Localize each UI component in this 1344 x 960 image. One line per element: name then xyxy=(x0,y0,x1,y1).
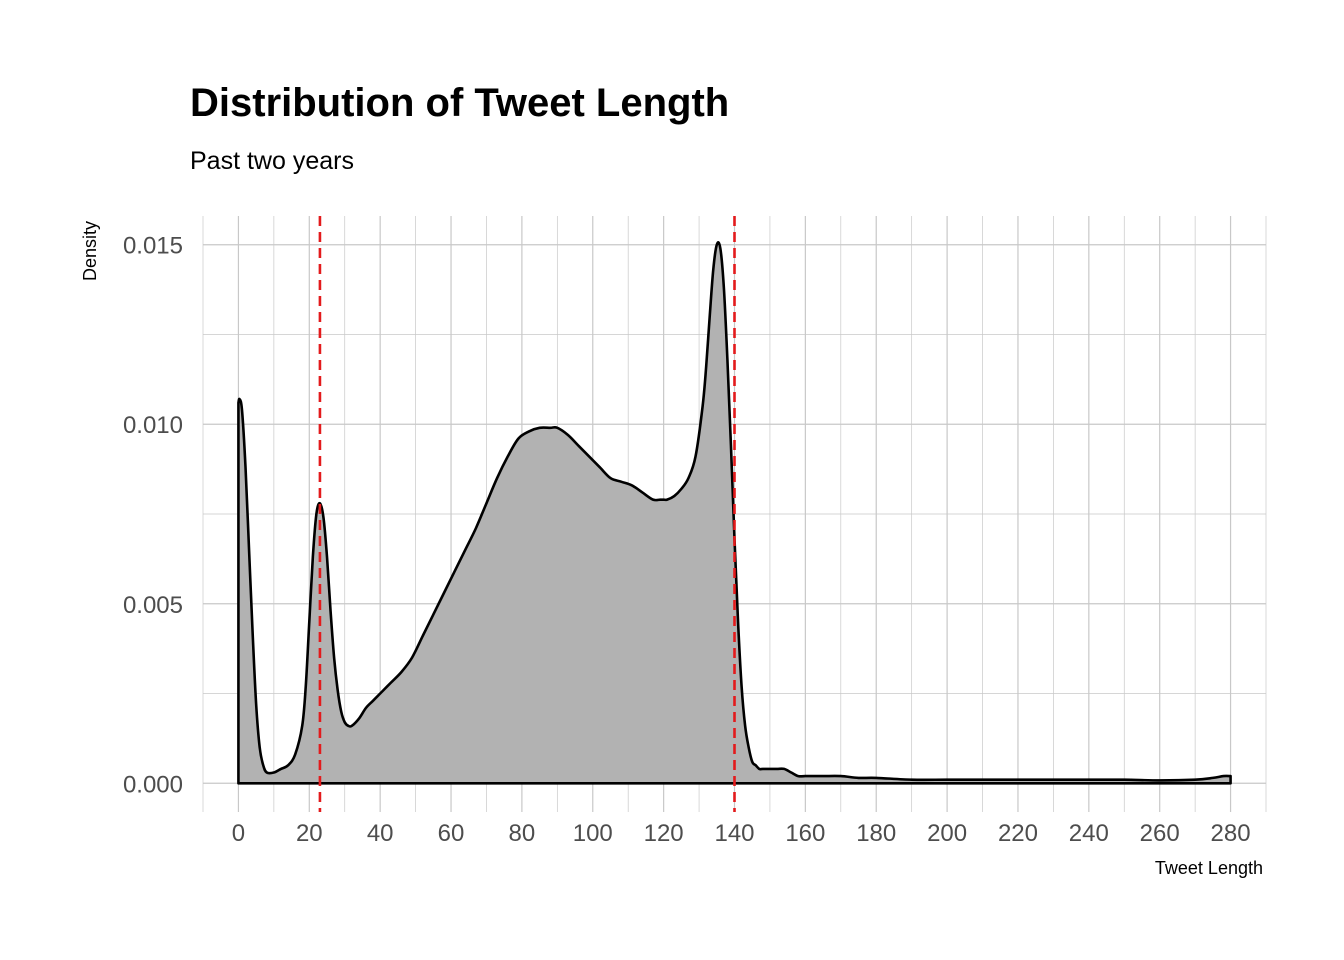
chart-title: Distribution of Tweet Length xyxy=(190,81,729,125)
x-tick-label: 140 xyxy=(714,820,754,847)
x-tick-label: 100 xyxy=(573,820,613,847)
y-tick-label: 0.005 xyxy=(123,592,183,619)
x-tick-label: 40 xyxy=(367,820,394,847)
x-axis-ticks: 0 20 40 60 80 100 120 140 160 180 200 220 240 260 280 xyxy=(232,820,1251,847)
x-tick-label: 220 xyxy=(998,820,1038,847)
x-tick-label: 0 xyxy=(232,820,245,847)
x-tick-label: 20 xyxy=(296,820,323,847)
density-area xyxy=(237,241,1232,785)
x-tick-label: 60 xyxy=(438,820,465,847)
y-tick-label: 0.000 xyxy=(123,771,183,798)
reference-lines xyxy=(318,216,736,812)
x-tick-label: 280 xyxy=(1211,820,1251,847)
y-axis-ticks: 0.000 0.005 0.010 0.015 xyxy=(123,233,183,799)
y-tick-label: 0.015 xyxy=(123,233,183,260)
x-tick-label: 80 xyxy=(509,820,536,847)
chart-subtitle: Past two years xyxy=(190,147,354,175)
x-tick-label: 160 xyxy=(785,820,825,847)
density-curve xyxy=(237,241,1232,785)
x-tick-label: 120 xyxy=(644,820,684,847)
y-tick-label: 0.010 xyxy=(123,412,183,439)
x-tick-label: 260 xyxy=(1140,820,1180,847)
y-axis-title: Density xyxy=(80,221,100,281)
x-tick-label: 200 xyxy=(927,820,967,847)
x-tick-label: 180 xyxy=(856,820,896,847)
x-tick-label: 240 xyxy=(1069,820,1109,847)
x-axis-title: Tweet Length xyxy=(1155,858,1263,878)
